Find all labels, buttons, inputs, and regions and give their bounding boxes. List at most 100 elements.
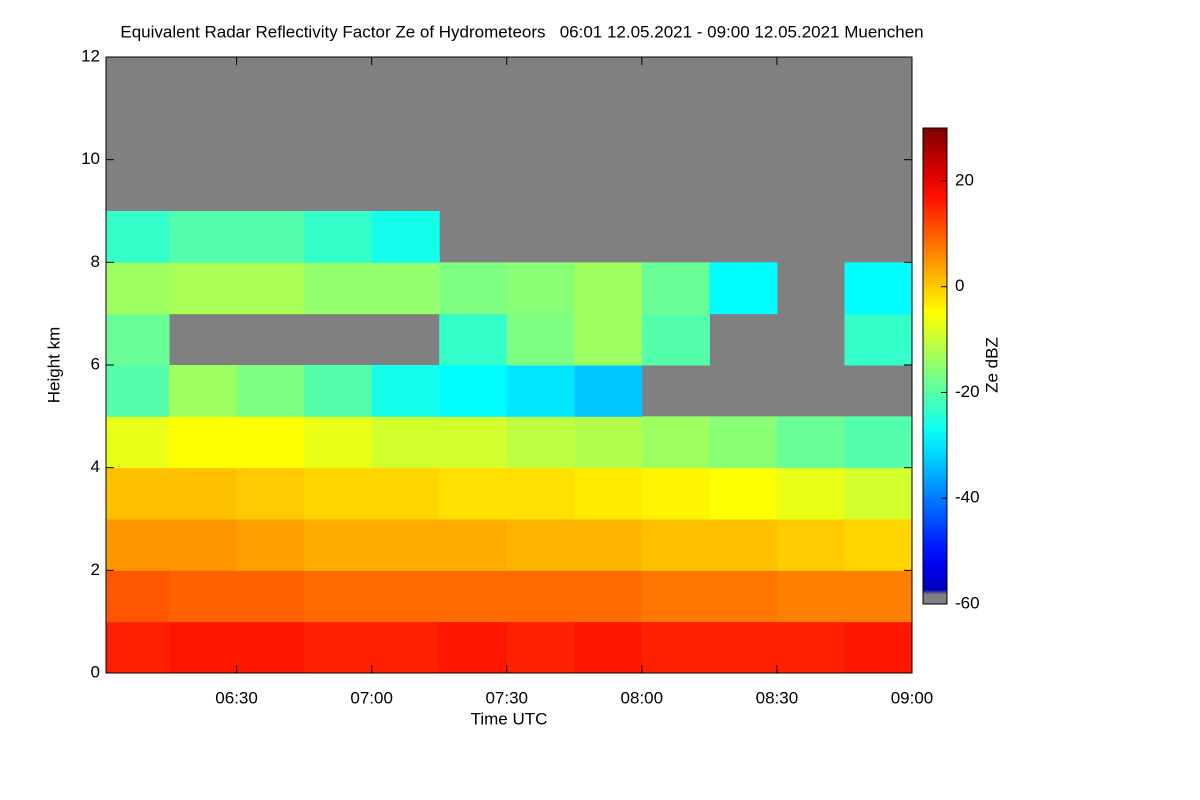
heatmap-cell xyxy=(776,467,845,520)
heatmap-cell xyxy=(106,262,170,315)
heatmap-cell xyxy=(641,262,710,315)
y-tick-label: 8 xyxy=(91,252,100,271)
x-tick-label: 08:30 xyxy=(756,688,799,707)
heatmap-cell xyxy=(506,416,575,469)
heatmap-cell xyxy=(776,519,845,571)
heatmap-cell xyxy=(506,519,575,571)
y-tick-label: 6 xyxy=(91,354,100,373)
heatmap-cell xyxy=(304,467,373,520)
heatmap-cell xyxy=(574,467,643,520)
heatmap-cell xyxy=(574,416,643,469)
heatmap-cell xyxy=(844,313,913,366)
x-tick-label: 07:00 xyxy=(350,688,393,707)
heatmap-cell xyxy=(304,621,373,674)
heatmap-cell xyxy=(106,313,170,366)
y-tick-label: 12 xyxy=(81,46,100,65)
x-tick-label: 06:30 xyxy=(215,688,258,707)
heatmap-cell xyxy=(169,519,238,571)
heatmap-cell xyxy=(169,262,238,315)
heatmap-cell xyxy=(106,416,170,469)
colorbar-tick-label: -20 xyxy=(955,382,980,401)
heatmap-cell xyxy=(236,262,305,315)
heatmap-cell xyxy=(169,621,238,674)
heatmap-cell xyxy=(574,262,643,315)
heatmap-cell xyxy=(776,416,845,469)
heatmap-cell xyxy=(506,313,575,366)
heatmap-cell xyxy=(574,365,643,417)
heatmap-cell xyxy=(506,467,575,520)
heatmap-cell xyxy=(506,621,575,674)
heatmap-cell xyxy=(506,365,575,417)
heatmap-cell xyxy=(776,621,845,674)
x-tick-label: 09:00 xyxy=(891,688,934,707)
heatmap-cell xyxy=(236,467,305,520)
heatmap-cell xyxy=(439,262,508,315)
heatmap-cell xyxy=(169,467,238,520)
colorbar xyxy=(922,127,948,605)
heatmap-cell xyxy=(371,570,440,623)
colorbar-tick-label: 20 xyxy=(955,170,974,189)
colorbar-label: Ze dBZ xyxy=(982,337,1001,393)
heatmap-cell xyxy=(106,570,170,623)
heatmap-cell xyxy=(371,416,440,469)
heatmap-cell xyxy=(106,467,170,520)
heatmap-cell xyxy=(439,467,508,520)
heatmap-cell xyxy=(304,570,373,623)
heatmap-cell xyxy=(236,570,305,623)
heatmap-cell xyxy=(506,262,575,315)
x-axis-label: Time UTC xyxy=(471,709,548,728)
y-tick-label: 10 xyxy=(81,149,100,168)
heatmap-cell xyxy=(371,262,440,315)
heatmap-cell xyxy=(106,621,170,674)
x-tick-label: 07:30 xyxy=(485,688,528,707)
heatmap-cell xyxy=(236,365,305,417)
heatmap-cell xyxy=(371,621,440,674)
heatmap-cell xyxy=(709,262,778,315)
heatmap-cell xyxy=(709,570,778,623)
heatmap-cell xyxy=(641,621,710,674)
y-axis-label: Height km xyxy=(44,327,63,404)
heatmap-cell xyxy=(169,365,238,417)
heatmap-cell xyxy=(709,621,778,674)
heatmap-cell xyxy=(641,467,710,520)
heatmap-cell xyxy=(506,570,575,623)
heatmap-cell xyxy=(709,519,778,571)
heatmap-cell xyxy=(844,262,913,315)
x-tick-label: 08:00 xyxy=(621,688,664,707)
heatmap-cell xyxy=(371,519,440,571)
heatmap-cell xyxy=(169,570,238,623)
heatmap-cell xyxy=(574,313,643,366)
heatmap-cell xyxy=(236,519,305,571)
heatmap-cell xyxy=(844,519,913,571)
heatmap-cell xyxy=(236,211,305,263)
heatmap-cell xyxy=(844,570,913,623)
heatmap-cell xyxy=(371,467,440,520)
heatmap-cell xyxy=(439,313,508,366)
heatmap-cell xyxy=(304,211,373,263)
y-tick-label: 0 xyxy=(91,662,100,681)
heatmap-cell xyxy=(641,416,710,469)
heatmap-cell xyxy=(106,519,170,571)
heatmap-cell xyxy=(574,621,643,674)
heatmap-cell xyxy=(236,621,305,674)
heatmap-cell xyxy=(844,621,913,674)
heatmap-cell xyxy=(641,570,710,623)
heatmap-cell xyxy=(106,211,170,263)
heatmap-cell xyxy=(106,365,170,417)
heatmap-cell xyxy=(574,570,643,623)
heatmap-cell xyxy=(439,519,508,571)
heatmap-cell xyxy=(371,211,440,263)
colorbar-tick-label: 0 xyxy=(955,276,964,295)
y-tick-label: 4 xyxy=(91,457,100,476)
heatmap-cell xyxy=(439,365,508,417)
heatmap-cell xyxy=(371,365,440,417)
y-tick-label: 2 xyxy=(91,560,100,579)
heatmap-cell xyxy=(844,467,913,520)
heatmap-cell xyxy=(169,211,238,263)
heatmap-cell xyxy=(169,416,238,469)
heatmap-cell xyxy=(844,416,913,469)
colorbar-tick-label: -40 xyxy=(955,488,980,507)
heatmap-cell xyxy=(304,365,373,417)
heatmap-cell xyxy=(439,570,508,623)
